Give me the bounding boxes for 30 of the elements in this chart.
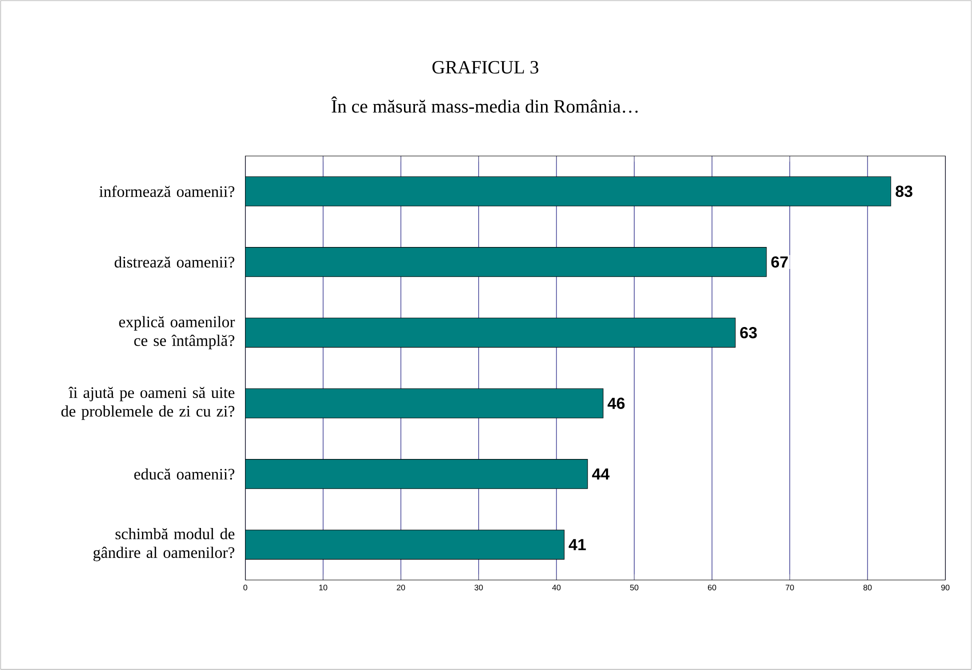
x-tick-label: 0 <box>243 584 248 590</box>
data-label: 44 <box>592 468 610 480</box>
y-tick-label: informează oamenii? <box>99 186 234 198</box>
y-tick-label: îi ajută pe oameni să uite de problemele de zi cu zi? <box>61 386 234 420</box>
x-tick-label: 60 <box>708 584 716 590</box>
y-tick-label: schimbă modul de gândire al oamenilor? <box>93 528 234 562</box>
y-tick-label: explică oamenilor ce se întâmplă? <box>119 316 235 350</box>
x-tick-label: 70 <box>786 584 794 590</box>
data-label: 67 <box>771 256 788 268</box>
x-tick-label: 30 <box>474 584 483 590</box>
bar <box>245 176 892 206</box>
bar <box>245 459 588 489</box>
chart-subtitle: În ce măsură mass-media din România… <box>331 96 638 113</box>
x-tick-label: 20 <box>396 584 406 590</box>
data-label: 41 <box>568 539 586 550</box>
data-label: 83 <box>896 186 912 198</box>
bar <box>245 388 604 418</box>
bar <box>245 530 564 560</box>
x-tick-label: 50 <box>630 584 638 590</box>
x-tick-label: 80 <box>863 584 872 590</box>
x-tick-label: 40 <box>552 584 561 590</box>
chart-title: GRAFICUL 3 <box>432 61 538 74</box>
x-tick-label: 10 <box>319 584 328 590</box>
y-tick-label: educă oamenii? <box>134 468 234 480</box>
bar <box>245 318 736 348</box>
bar <box>245 247 767 277</box>
data-label: 46 <box>608 398 625 409</box>
x-tick-label: 90 <box>941 584 950 590</box>
y-tick-label: distrează oamenii? <box>114 256 234 268</box>
data-label: 63 <box>740 326 757 338</box>
